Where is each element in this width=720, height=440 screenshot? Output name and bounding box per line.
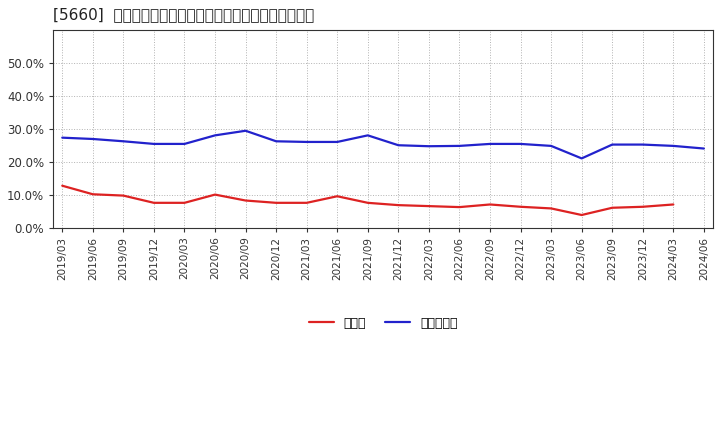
有利子負債 [455, 143, 464, 149]
現領金 [577, 213, 586, 218]
現領金 [241, 198, 250, 203]
現領金 [639, 204, 647, 209]
現領金 [272, 200, 281, 205]
有利子負債 [425, 143, 433, 149]
有利子負債 [577, 156, 586, 161]
Text: [5660]  現領金、有利子負債の総資産に対する比率の推移: [5660] 現領金、有利子負債の総資産に対する比率の推移 [53, 7, 315, 22]
有利子負債 [150, 141, 158, 147]
現領金 [455, 205, 464, 210]
現領金 [546, 206, 555, 211]
有利子負債 [546, 143, 555, 149]
現領金 [669, 202, 678, 207]
有利子負債 [272, 139, 281, 144]
現領金 [119, 193, 127, 198]
有利子負債 [211, 133, 220, 138]
有利子負債 [89, 136, 97, 142]
現領金 [333, 194, 341, 199]
現領金 [302, 200, 311, 205]
有利子負債 [119, 139, 127, 144]
有利子負債 [639, 142, 647, 147]
現領金 [425, 203, 433, 209]
有利子負債 [394, 143, 402, 148]
現領金 [364, 200, 372, 205]
有利子負債 [700, 146, 708, 151]
現領金 [608, 205, 616, 210]
現領金 [486, 202, 495, 207]
有利子負債 [333, 139, 341, 145]
有利子負債 [180, 141, 189, 147]
現領金 [89, 192, 97, 197]
有利子負債 [608, 142, 616, 147]
現領金 [516, 204, 525, 209]
有利子負債 [486, 141, 495, 147]
Legend: 現領金, 有利子負債: 現領金, 有利子負債 [309, 317, 457, 330]
現領金 [211, 192, 220, 197]
有利子負債 [58, 135, 66, 140]
有利子負債 [516, 141, 525, 147]
現領金 [180, 200, 189, 205]
有利子負債 [364, 133, 372, 138]
Line: 有利子負債: 有利子負債 [62, 131, 704, 158]
有利子負債 [669, 143, 678, 149]
Line: 現領金: 現領金 [62, 186, 673, 215]
有利子負債 [241, 128, 250, 133]
現領金 [394, 202, 402, 208]
現領金 [58, 183, 66, 188]
有利子負債 [302, 139, 311, 145]
現領金 [150, 200, 158, 205]
